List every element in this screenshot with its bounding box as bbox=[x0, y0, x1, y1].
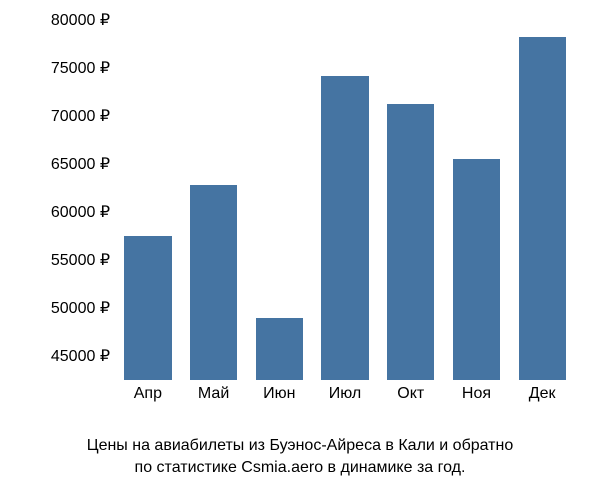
bar bbox=[190, 185, 237, 380]
x-tick-label: Май bbox=[181, 385, 247, 415]
x-axis: АпрМайИюнИюлОктНояДек bbox=[115, 385, 575, 415]
x-tick-label: Июн bbox=[246, 385, 312, 415]
y-tick-label: 45000 ₽ bbox=[20, 346, 110, 366]
x-tick-label: Апр bbox=[115, 385, 181, 415]
bar bbox=[124, 236, 171, 380]
x-tick-label: Ноя bbox=[444, 385, 510, 415]
bar-slot bbox=[181, 20, 247, 380]
bar-slot bbox=[444, 20, 510, 380]
y-tick-label: 50000 ₽ bbox=[20, 298, 110, 318]
y-axis: 45000 ₽ 50000 ₽ 55000 ₽ 60000 ₽ 65000 ₽ 70000… bbox=[20, 20, 110, 380]
y-tick-label: 55000 ₽ bbox=[20, 250, 110, 270]
y-tick-label: 60000 ₽ bbox=[20, 202, 110, 222]
x-tick-label: Дек bbox=[509, 385, 575, 415]
bar bbox=[519, 37, 566, 380]
x-tick-label: Окт bbox=[378, 385, 444, 415]
y-tick-label: 80000 ₽ bbox=[20, 10, 110, 30]
bar-slot bbox=[509, 20, 575, 380]
x-tick-label: Июл bbox=[312, 385, 378, 415]
y-tick-label: 75000 ₽ bbox=[20, 58, 110, 78]
plot-area bbox=[115, 20, 575, 380]
bar-slot bbox=[115, 20, 181, 380]
caption-line-2: по статистике Csmia.aero в динамике за г… bbox=[0, 457, 600, 479]
bar-slot bbox=[378, 20, 444, 380]
caption-line-1: Цены на авиабилеты из Буэнос-Айреса в Ка… bbox=[0, 435, 600, 457]
price-bar-chart: 45000 ₽ 50000 ₽ 55000 ₽ 60000 ₽ 65000 ₽ 70000… bbox=[20, 20, 580, 420]
bar-slot bbox=[246, 20, 312, 380]
chart-caption: Цены на авиабилеты из Буэнос-Айреса в Ка… bbox=[0, 435, 600, 478]
bar bbox=[256, 318, 303, 380]
y-tick-label: 65000 ₽ bbox=[20, 154, 110, 174]
bar bbox=[321, 76, 368, 380]
y-tick-label: 70000 ₽ bbox=[20, 106, 110, 126]
bar bbox=[387, 104, 434, 380]
bar bbox=[453, 159, 500, 380]
bar-slot bbox=[312, 20, 378, 380]
